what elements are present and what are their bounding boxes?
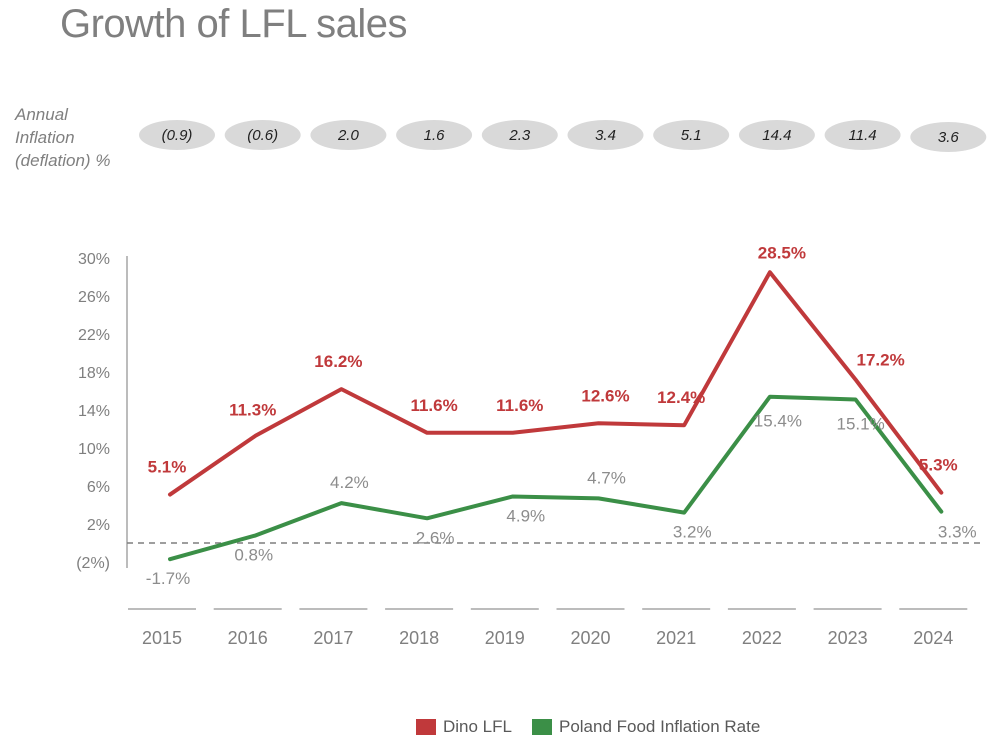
annual-inflation-value-2021: 5.1 — [681, 127, 702, 144]
data-label-dino-2023: 17.2% — [856, 351, 904, 370]
data-label-dino-2022: 28.5% — [758, 243, 806, 262]
annual-inflation-label-line-1: Annual — [15, 105, 68, 124]
data-label-inflation-2017: 4.2% — [330, 473, 369, 492]
x-tick-label-2015: 2015 — [142, 628, 182, 648]
annual-inflation-label-line-3: (deflation) % — [15, 151, 111, 170]
annual-inflation-value-2019: 2.3 — [508, 127, 531, 144]
x-tick-label-2023: 2023 — [828, 628, 868, 648]
annual-inflation-value-2016: (0.6) — [247, 127, 278, 144]
data-label-inflation-2015: -1.7% — [146, 569, 190, 588]
y-tick-label: 6% — [87, 479, 110, 496]
annual-inflation-value-2015: (0.9) — [162, 127, 193, 144]
data-label-dino-2015: 5.1% — [148, 458, 187, 477]
annual-inflation-pill-2020 — [567, 120, 644, 150]
series-line-dino-lfl — [168, 270, 944, 497]
data-label-inflation-2023: 15.1% — [836, 415, 884, 434]
annual-inflation-pill-2015 — [139, 120, 215, 150]
annual-inflation-value-2017: 2.0 — [337, 127, 360, 144]
annual-inflation-value-2018: 1.6 — [424, 127, 446, 144]
annual-inflation-label: Annual Inflation (deflation) % — [15, 103, 135, 172]
data-label-inflation-2021: 3.2% — [673, 523, 712, 542]
x-tick-label-2016: 2016 — [228, 628, 268, 648]
legend-item-poland-food-inflation: Poland Food Inflation Rate — [531, 717, 761, 737]
legend-label-dino-lfl: Dino LFL — [443, 717, 512, 736]
x-tick-label-2019: 2019 — [485, 628, 525, 648]
legend-swatch-poland-food-inflation — [531, 719, 552, 735]
x-tick-label-2017: 2017 — [313, 628, 353, 648]
data-label-dino-2016: 11.3% — [229, 401, 276, 420]
legend-swatch-dino-lfl — [416, 719, 436, 735]
y-tick-label: 30% — [78, 251, 110, 268]
data-label-dino-2024: 5.3% — [919, 456, 958, 475]
chart-legend: Dino LFL Poland Food Inflation Rate — [416, 717, 760, 737]
annual-inflation-value-2020: 3.4 — [595, 127, 616, 144]
annual-inflation-value-2024: 3.6 — [938, 129, 960, 146]
y-tick-label: 2% — [87, 517, 110, 534]
annual-inflation-pill-2019 — [481, 120, 558, 150]
annual-inflation-value-2023: 11.4 — [849, 127, 877, 144]
data-label-dino-2017: 16.2% — [314, 352, 362, 371]
annual-inflation-pill-2017 — [310, 120, 387, 150]
annual-inflation-pill-2018 — [396, 120, 473, 150]
annual-inflation-pill-2023 — [824, 120, 901, 150]
data-label-inflation-2022: 15.4% — [754, 412, 802, 431]
data-label-dino-2019: 11.6% — [496, 396, 543, 415]
x-tick-label-2018: 2018 — [399, 628, 439, 648]
annual-inflation-pill-2022 — [738, 120, 815, 150]
line-chart: (0.9) (0.6) 2.0 1.6 2.3 3.4 5.1 14.4 11.4 3.6 30% 2… — [76, 120, 987, 648]
series-line-poland-food-inflation — [168, 394, 944, 562]
annual-inflation-pill-2024 — [910, 122, 987, 152]
y-tick-label: 14% — [78, 403, 110, 420]
annual-inflation-value-2022: 14.4 — [762, 127, 791, 144]
data-label-inflation-2016: 0.8% — [234, 545, 273, 564]
x-tick-label-2024: 2024 — [913, 628, 953, 648]
legend-label-poland-food-inflation: Poland Food Inflation Rate — [558, 717, 761, 736]
data-label-inflation-2024: 3.3% — [938, 523, 977, 542]
data-label-dino-2021: 12.4% — [657, 388, 705, 407]
y-tick-label: (2%) — [76, 555, 110, 572]
annual-inflation-pill-2021 — [653, 120, 730, 150]
x-tick-label-2022: 2022 — [742, 628, 782, 648]
y-tick-label: 22% — [78, 327, 110, 344]
data-label-dino-2020: 12.6% — [581, 386, 629, 405]
x-tick-label-2021: 2021 — [656, 628, 696, 648]
y-tick-label: 26% — [78, 289, 110, 306]
y-tick-label: 10% — [78, 441, 110, 458]
chart-title: Growth of LFL sales — [60, 2, 407, 46]
data-label-inflation-2018: 2.6% — [416, 528, 455, 547]
data-label-inflation-2019: 4.9% — [506, 506, 545, 525]
legend-item-dino-lfl: Dino LFL — [416, 717, 512, 737]
annual-inflation-label-line-2: Inflation — [15, 128, 75, 147]
y-tick-label: 18% — [78, 365, 110, 382]
annual-inflation-pill-2016 — [224, 120, 301, 150]
x-tick-label-2020: 2020 — [570, 628, 610, 648]
data-label-dino-2018: 11.6% — [410, 396, 457, 415]
data-label-inflation-2020: 4.7% — [587, 468, 626, 487]
